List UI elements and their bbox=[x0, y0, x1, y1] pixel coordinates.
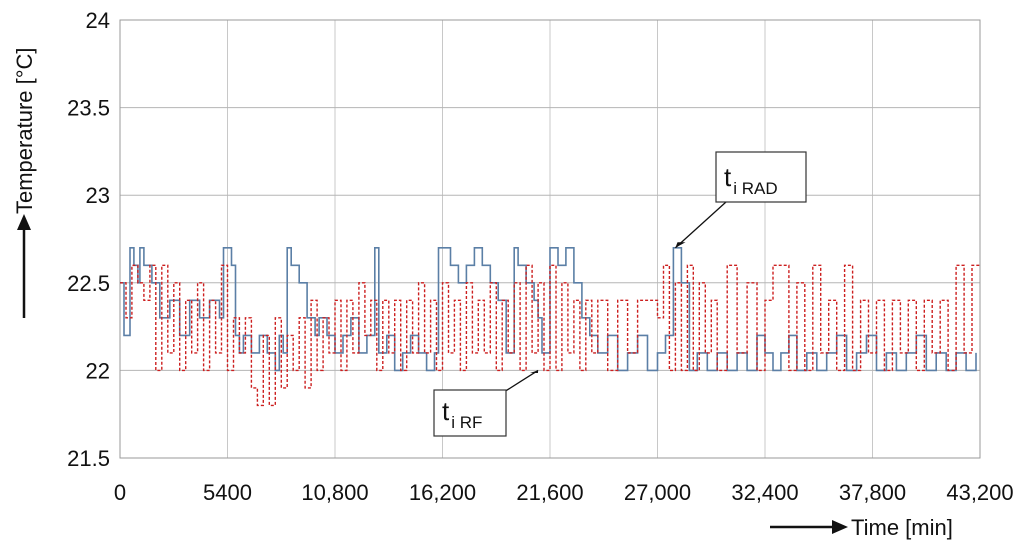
annotation-arrowhead bbox=[675, 242, 686, 248]
plot-area-border bbox=[119, 19, 981, 459]
y-tick-label: 21.5 bbox=[67, 446, 110, 471]
x-axis-arrow-head bbox=[832, 520, 848, 534]
annotation-subscript: i RAD bbox=[733, 179, 777, 198]
y-tick-label: 22 bbox=[86, 358, 110, 383]
x-tick-label: 10,800 bbox=[301, 480, 368, 505]
y-tick-label: 23.5 bbox=[67, 96, 110, 121]
annotation-main: t bbox=[724, 162, 732, 192]
y-tick-label: 24 bbox=[86, 8, 110, 33]
plot-frame bbox=[119, 19, 981, 459]
y-axis-title: Temperature [°C] bbox=[12, 47, 37, 214]
series-line bbox=[120, 247, 977, 372]
x-tick-label: 37,800 bbox=[839, 480, 906, 505]
annotation-box bbox=[433, 389, 507, 437]
series-line bbox=[120, 264, 980, 407]
x-axis-title: Time [min] bbox=[851, 515, 953, 540]
y-axis-title-group: Temperature [°C] bbox=[12, 47, 37, 318]
annotation-subscript: i RF bbox=[451, 413, 482, 432]
grid bbox=[119, 19, 981, 459]
x-tick-label: 32,400 bbox=[731, 480, 798, 505]
series-layer bbox=[120, 247, 980, 407]
annotation-leader bbox=[503, 369, 539, 393]
x-tick-label: 16,200 bbox=[409, 480, 476, 505]
x-ticks: 0 5400 10,800 16,200 21,600 27,000 32,400 37,80… bbox=[114, 480, 1014, 505]
x-tick-label: 21,600 bbox=[516, 480, 583, 505]
x-axis-title-group: Time [min] bbox=[770, 515, 953, 540]
x-tick-label: 0 bbox=[114, 480, 126, 505]
y-tick-label: 23 bbox=[86, 183, 110, 208]
x-tick-label: 27,000 bbox=[624, 480, 691, 505]
y-tick-label: 22.5 bbox=[67, 271, 110, 296]
annotation-leader bbox=[674, 201, 727, 249]
x-tick-label: 43,200 bbox=[946, 480, 1013, 505]
y-axis-arrow-head bbox=[17, 214, 31, 230]
y-ticks: 21.5 22 22.5 23 23.5 24 bbox=[67, 8, 110, 471]
annotation-main: t bbox=[442, 396, 450, 426]
annotation-box bbox=[715, 151, 807, 203]
x-tick-label: 5400 bbox=[203, 480, 252, 505]
annotation-arrowhead bbox=[529, 370, 539, 373]
